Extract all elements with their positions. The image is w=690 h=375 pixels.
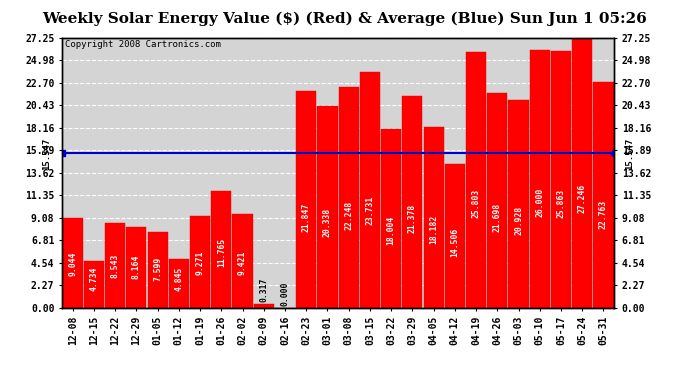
Bar bbox=[551, 51, 571, 308]
Text: 11.765: 11.765 bbox=[217, 237, 226, 267]
Text: 21.847: 21.847 bbox=[302, 202, 310, 232]
Bar bbox=[148, 232, 168, 308]
Bar bbox=[402, 96, 422, 308]
Text: 15.547: 15.547 bbox=[625, 137, 634, 170]
Bar bbox=[572, 38, 592, 308]
Text: 18.182: 18.182 bbox=[429, 215, 438, 244]
Text: 26.000: 26.000 bbox=[535, 188, 544, 218]
Bar bbox=[63, 218, 83, 308]
Text: Copyright 2008 Cartronics.com: Copyright 2008 Cartronics.com bbox=[65, 40, 221, 49]
Text: 7.599: 7.599 bbox=[153, 257, 162, 281]
Text: 15.547: 15.547 bbox=[42, 137, 51, 170]
Text: 0.000: 0.000 bbox=[281, 282, 290, 306]
Bar bbox=[169, 260, 189, 308]
Bar bbox=[105, 223, 126, 308]
Bar bbox=[190, 216, 210, 308]
Bar bbox=[487, 93, 507, 308]
Bar bbox=[360, 72, 380, 308]
Text: 9.421: 9.421 bbox=[238, 251, 247, 275]
Bar bbox=[84, 261, 104, 308]
Bar bbox=[339, 87, 359, 308]
Bar bbox=[424, 128, 444, 308]
Bar bbox=[593, 82, 613, 308]
Text: 20.928: 20.928 bbox=[514, 206, 523, 235]
Text: 21.698: 21.698 bbox=[493, 203, 502, 232]
Bar bbox=[466, 52, 486, 308]
Bar bbox=[530, 50, 550, 308]
Text: 0.317: 0.317 bbox=[259, 278, 268, 302]
Bar bbox=[211, 191, 231, 308]
Text: 8.543: 8.543 bbox=[110, 254, 119, 278]
Text: 25.863: 25.863 bbox=[557, 189, 566, 218]
Text: 9.271: 9.271 bbox=[195, 251, 205, 275]
Bar bbox=[254, 304, 274, 307]
Text: 20.338: 20.338 bbox=[323, 208, 332, 237]
Text: 8.164: 8.164 bbox=[132, 255, 141, 279]
Bar bbox=[445, 164, 465, 308]
Bar bbox=[233, 214, 253, 308]
Bar bbox=[317, 106, 337, 307]
Text: Weekly Solar Energy Value ($) (Red) & Average (Blue) Sun Jun 1 05:26: Weekly Solar Energy Value ($) (Red) & Av… bbox=[43, 11, 647, 26]
Text: 4.734: 4.734 bbox=[90, 267, 99, 291]
Bar bbox=[296, 91, 316, 308]
Text: 21.378: 21.378 bbox=[408, 204, 417, 233]
Bar bbox=[509, 100, 529, 308]
Text: 25.803: 25.803 bbox=[471, 189, 481, 218]
Text: 18.004: 18.004 bbox=[386, 216, 395, 245]
Bar bbox=[381, 129, 402, 308]
Text: 4.845: 4.845 bbox=[175, 266, 184, 291]
Text: 23.731: 23.731 bbox=[366, 196, 375, 225]
Text: 27.246: 27.246 bbox=[578, 184, 586, 213]
Text: 22.763: 22.763 bbox=[599, 199, 608, 228]
Bar bbox=[126, 226, 146, 308]
Text: 9.044: 9.044 bbox=[68, 252, 77, 276]
Text: 14.506: 14.506 bbox=[451, 228, 460, 257]
Text: 22.248: 22.248 bbox=[344, 201, 353, 230]
